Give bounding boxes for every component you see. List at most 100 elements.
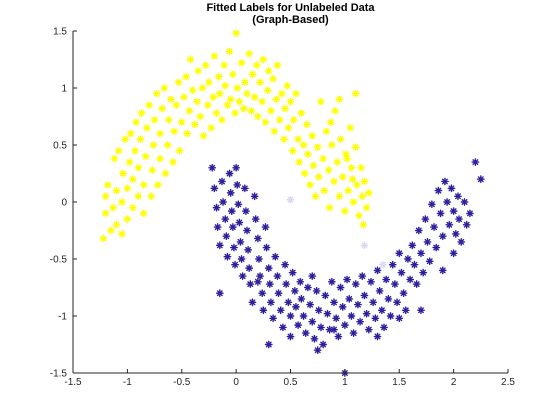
x-tick-label: 1.5 (392, 377, 406, 388)
data-point (258, 97, 267, 106)
data-point (215, 89, 224, 98)
data-point (248, 70, 257, 79)
data-point (427, 200, 436, 209)
y-tick-label: 0.5 (53, 141, 67, 152)
data-point (256, 272, 264, 280)
data-point (153, 180, 162, 189)
data-point (123, 215, 132, 224)
data-point (236, 237, 245, 246)
data-point (242, 207, 250, 216)
y-tick-label: 1 (61, 84, 67, 95)
data-point (114, 146, 123, 155)
data-point (169, 158, 177, 167)
data-point (262, 243, 271, 252)
data-point (349, 329, 358, 337)
data-point (281, 260, 289, 269)
data-point (308, 131, 317, 140)
data-point (417, 306, 425, 315)
data-point (282, 280, 291, 288)
data-point (223, 101, 232, 110)
chart-title-line: (Graph-Based) (252, 14, 329, 26)
data-point (346, 123, 355, 132)
y-tick-label: -1 (58, 312, 67, 323)
data-point (233, 84, 242, 92)
data-point (139, 209, 148, 218)
data-point (393, 298, 401, 307)
data-point (253, 277, 262, 286)
data-point (476, 175, 485, 184)
data-point (430, 223, 438, 231)
data-point (141, 152, 150, 161)
data-point (237, 255, 246, 263)
data-point (277, 89, 286, 98)
data-point (261, 118, 270, 127)
data-point (188, 86, 197, 95)
data-point (208, 163, 217, 172)
data-point (320, 186, 329, 195)
data-point (185, 106, 194, 115)
data-point (240, 78, 249, 87)
data-point (425, 257, 434, 266)
data-point (333, 158, 342, 167)
data-point (190, 120, 199, 129)
data-point (369, 298, 378, 307)
data-point (343, 275, 351, 284)
data-point (322, 127, 331, 136)
data-point (330, 325, 338, 334)
data-point (455, 215, 463, 224)
data-point (261, 223, 270, 231)
data-point (250, 192, 259, 201)
data-point (194, 66, 202, 75)
data-point (421, 215, 430, 224)
data-point (348, 175, 357, 184)
data-point (231, 109, 239, 117)
data-point (445, 220, 454, 229)
y-tick-label: -0.5 (50, 255, 68, 266)
data-point (460, 198, 469, 206)
data-point (304, 283, 312, 292)
data-point (406, 275, 415, 284)
data-point (331, 106, 339, 115)
data-point (253, 112, 262, 121)
data-point (234, 200, 243, 209)
data-point (109, 203, 118, 212)
data-point (139, 180, 148, 189)
x-tick-label: 2.5 (501, 377, 515, 388)
data-point (419, 268, 428, 277)
data-point (228, 223, 237, 231)
data-point (244, 245, 252, 254)
data-point (245, 264, 254, 273)
data-point (438, 266, 447, 275)
data-point (288, 146, 297, 155)
data-point (125, 158, 134, 167)
data-point (438, 232, 447, 241)
data-point (340, 207, 349, 216)
data-point (182, 72, 191, 81)
data-point (408, 241, 417, 250)
data-point (134, 192, 143, 201)
data-point (175, 146, 184, 155)
data-point (330, 298, 338, 307)
data-point (314, 306, 323, 315)
data-point (347, 163, 356, 172)
data-point (304, 150, 312, 159)
data-point (252, 61, 261, 70)
data-point (259, 306, 268, 315)
data-point (395, 314, 404, 323)
data-point (223, 252, 232, 261)
data-point (232, 163, 241, 172)
data-point (275, 116, 284, 124)
data-point (286, 195, 295, 204)
data-point (264, 340, 273, 349)
data-point (145, 101, 154, 110)
data-point (274, 289, 283, 298)
data-point (347, 312, 356, 320)
data-point (294, 321, 303, 330)
data-point (336, 283, 345, 292)
data-point (309, 161, 318, 170)
data-point (351, 89, 360, 98)
y-tick-label: -1.5 (50, 369, 68, 380)
data-point (164, 116, 173, 124)
data-point (258, 289, 267, 298)
data-point (447, 184, 456, 193)
